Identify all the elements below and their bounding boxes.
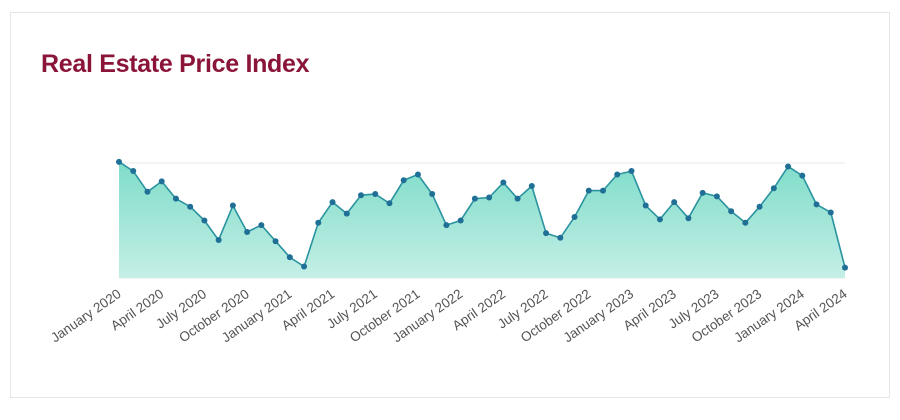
data-point: [600, 187, 606, 194]
area-fill: [119, 161, 845, 278]
data-point: [571, 214, 578, 221]
data-point: [671, 199, 678, 206]
data-point: [528, 183, 535, 189]
data-point: [272, 238, 279, 245]
data-point: [215, 237, 222, 244]
data-point: [343, 210, 350, 217]
data-point: [172, 195, 179, 202]
data-point: [116, 158, 122, 165]
data-point: [699, 189, 706, 196]
data-point: [685, 215, 692, 222]
data-point: [557, 234, 564, 241]
data-point: [457, 217, 464, 224]
data-point: [799, 172, 806, 179]
data-point: [713, 193, 720, 200]
data-point: [642, 202, 649, 209]
data-point: [358, 192, 364, 199]
series-line: [118, 161, 846, 268]
data-point: [785, 163, 792, 170]
data-point: [301, 263, 308, 270]
data-point: [414, 171, 421, 178]
data-point: [813, 201, 820, 208]
data-point: [756, 203, 763, 210]
data-point: [827, 209, 834, 216]
data-point: [400, 177, 407, 184]
data-point: [315, 219, 322, 226]
data-point: [486, 194, 493, 201]
data-point: [244, 229, 251, 235]
data-point: [386, 200, 393, 207]
data-point: [471, 195, 478, 202]
data-markers: [116, 158, 848, 271]
data-point: [229, 202, 236, 209]
data-point: [770, 185, 777, 192]
data-point: [842, 264, 848, 271]
data-point: [429, 191, 436, 198]
data-point: [585, 187, 592, 194]
data-point: [201, 217, 208, 224]
data-point: [144, 188, 151, 195]
chart-title: Real Estate Price Index: [41, 50, 310, 78]
data-point: [443, 222, 450, 229]
data-point: [372, 191, 379, 198]
data-point: [656, 216, 663, 223]
data-point: [286, 254, 293, 261]
data-point: [514, 195, 521, 202]
data-point: [500, 179, 507, 186]
data-point: [728, 208, 735, 215]
data-point: [258, 222, 265, 229]
x-tick-label: January 2020: [48, 286, 124, 345]
data-point: [543, 230, 550, 237]
data-point: [628, 168, 635, 175]
data-point: [187, 203, 194, 210]
data-point: [158, 178, 165, 185]
data-point: [130, 168, 137, 175]
data-point: [614, 171, 621, 178]
data-point: [742, 219, 749, 226]
data-point: [329, 199, 336, 206]
